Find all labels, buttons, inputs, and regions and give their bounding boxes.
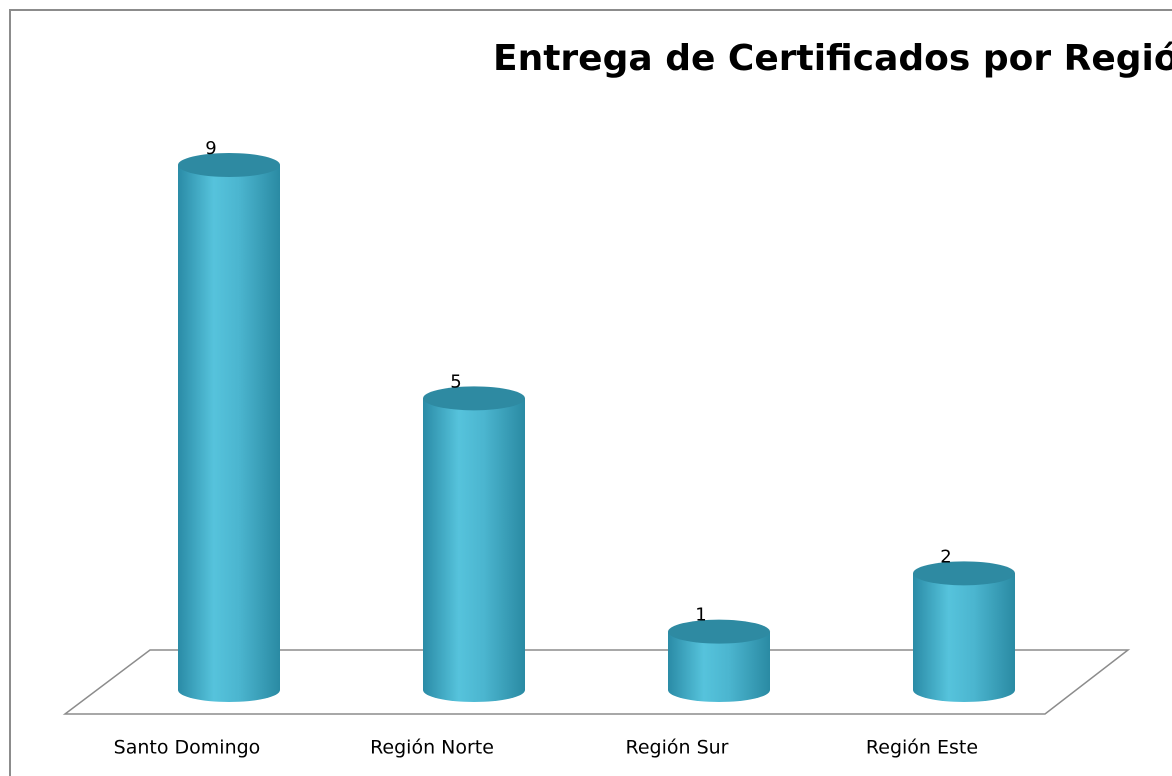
- x-tick-label: Región Este: [866, 737, 978, 759]
- cylinder-top: [668, 619, 770, 644]
- data-label: 2: [940, 546, 951, 567]
- bar: [178, 153, 280, 702]
- cylinder-top: [913, 561, 1015, 586]
- cylinder-body: [178, 165, 280, 702]
- data-label: 1: [695, 605, 706, 626]
- bar: [913, 561, 1015, 702]
- floor: [62, 649, 1131, 715]
- cylinder-top: [423, 386, 525, 411]
- cylinder-body: [668, 631, 770, 702]
- x-tick-label: Región Sur: [626, 737, 729, 759]
- x-tick-label: Región Norte: [370, 737, 494, 759]
- cylinder-body: [423, 398, 525, 702]
- bar: [668, 619, 770, 702]
- data-label: 5: [450, 371, 461, 392]
- cylinder-top: [178, 153, 280, 177]
- bar: [423, 386, 525, 702]
- cylinder-body: [913, 573, 1015, 702]
- x-tick-label: Santo Domingo: [114, 737, 261, 759]
- data-label: 9: [205, 138, 216, 159]
- chart-title: Entrega de Certificados por Región: [493, 38, 1172, 79]
